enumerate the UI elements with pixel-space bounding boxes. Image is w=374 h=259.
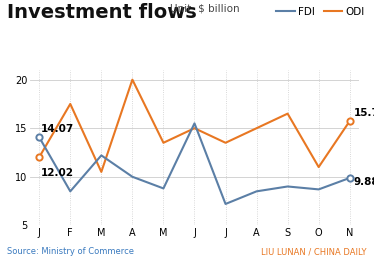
Text: Investment flows: Investment flows bbox=[7, 3, 197, 21]
Text: 9.88: 9.88 bbox=[354, 177, 374, 186]
Text: LIU LUNAN / CHINA DAILY: LIU LUNAN / CHINA DAILY bbox=[261, 247, 367, 256]
Text: 14.07: 14.07 bbox=[41, 125, 74, 134]
Legend: FDI, ODI: FDI, ODI bbox=[272, 3, 369, 21]
Text: 12.02: 12.02 bbox=[41, 168, 74, 178]
Text: Unit: $ billion: Unit: $ billion bbox=[170, 4, 240, 14]
Text: Source: Ministry of Commerce: Source: Ministry of Commerce bbox=[7, 247, 135, 256]
Text: 15.74: 15.74 bbox=[354, 108, 374, 118]
